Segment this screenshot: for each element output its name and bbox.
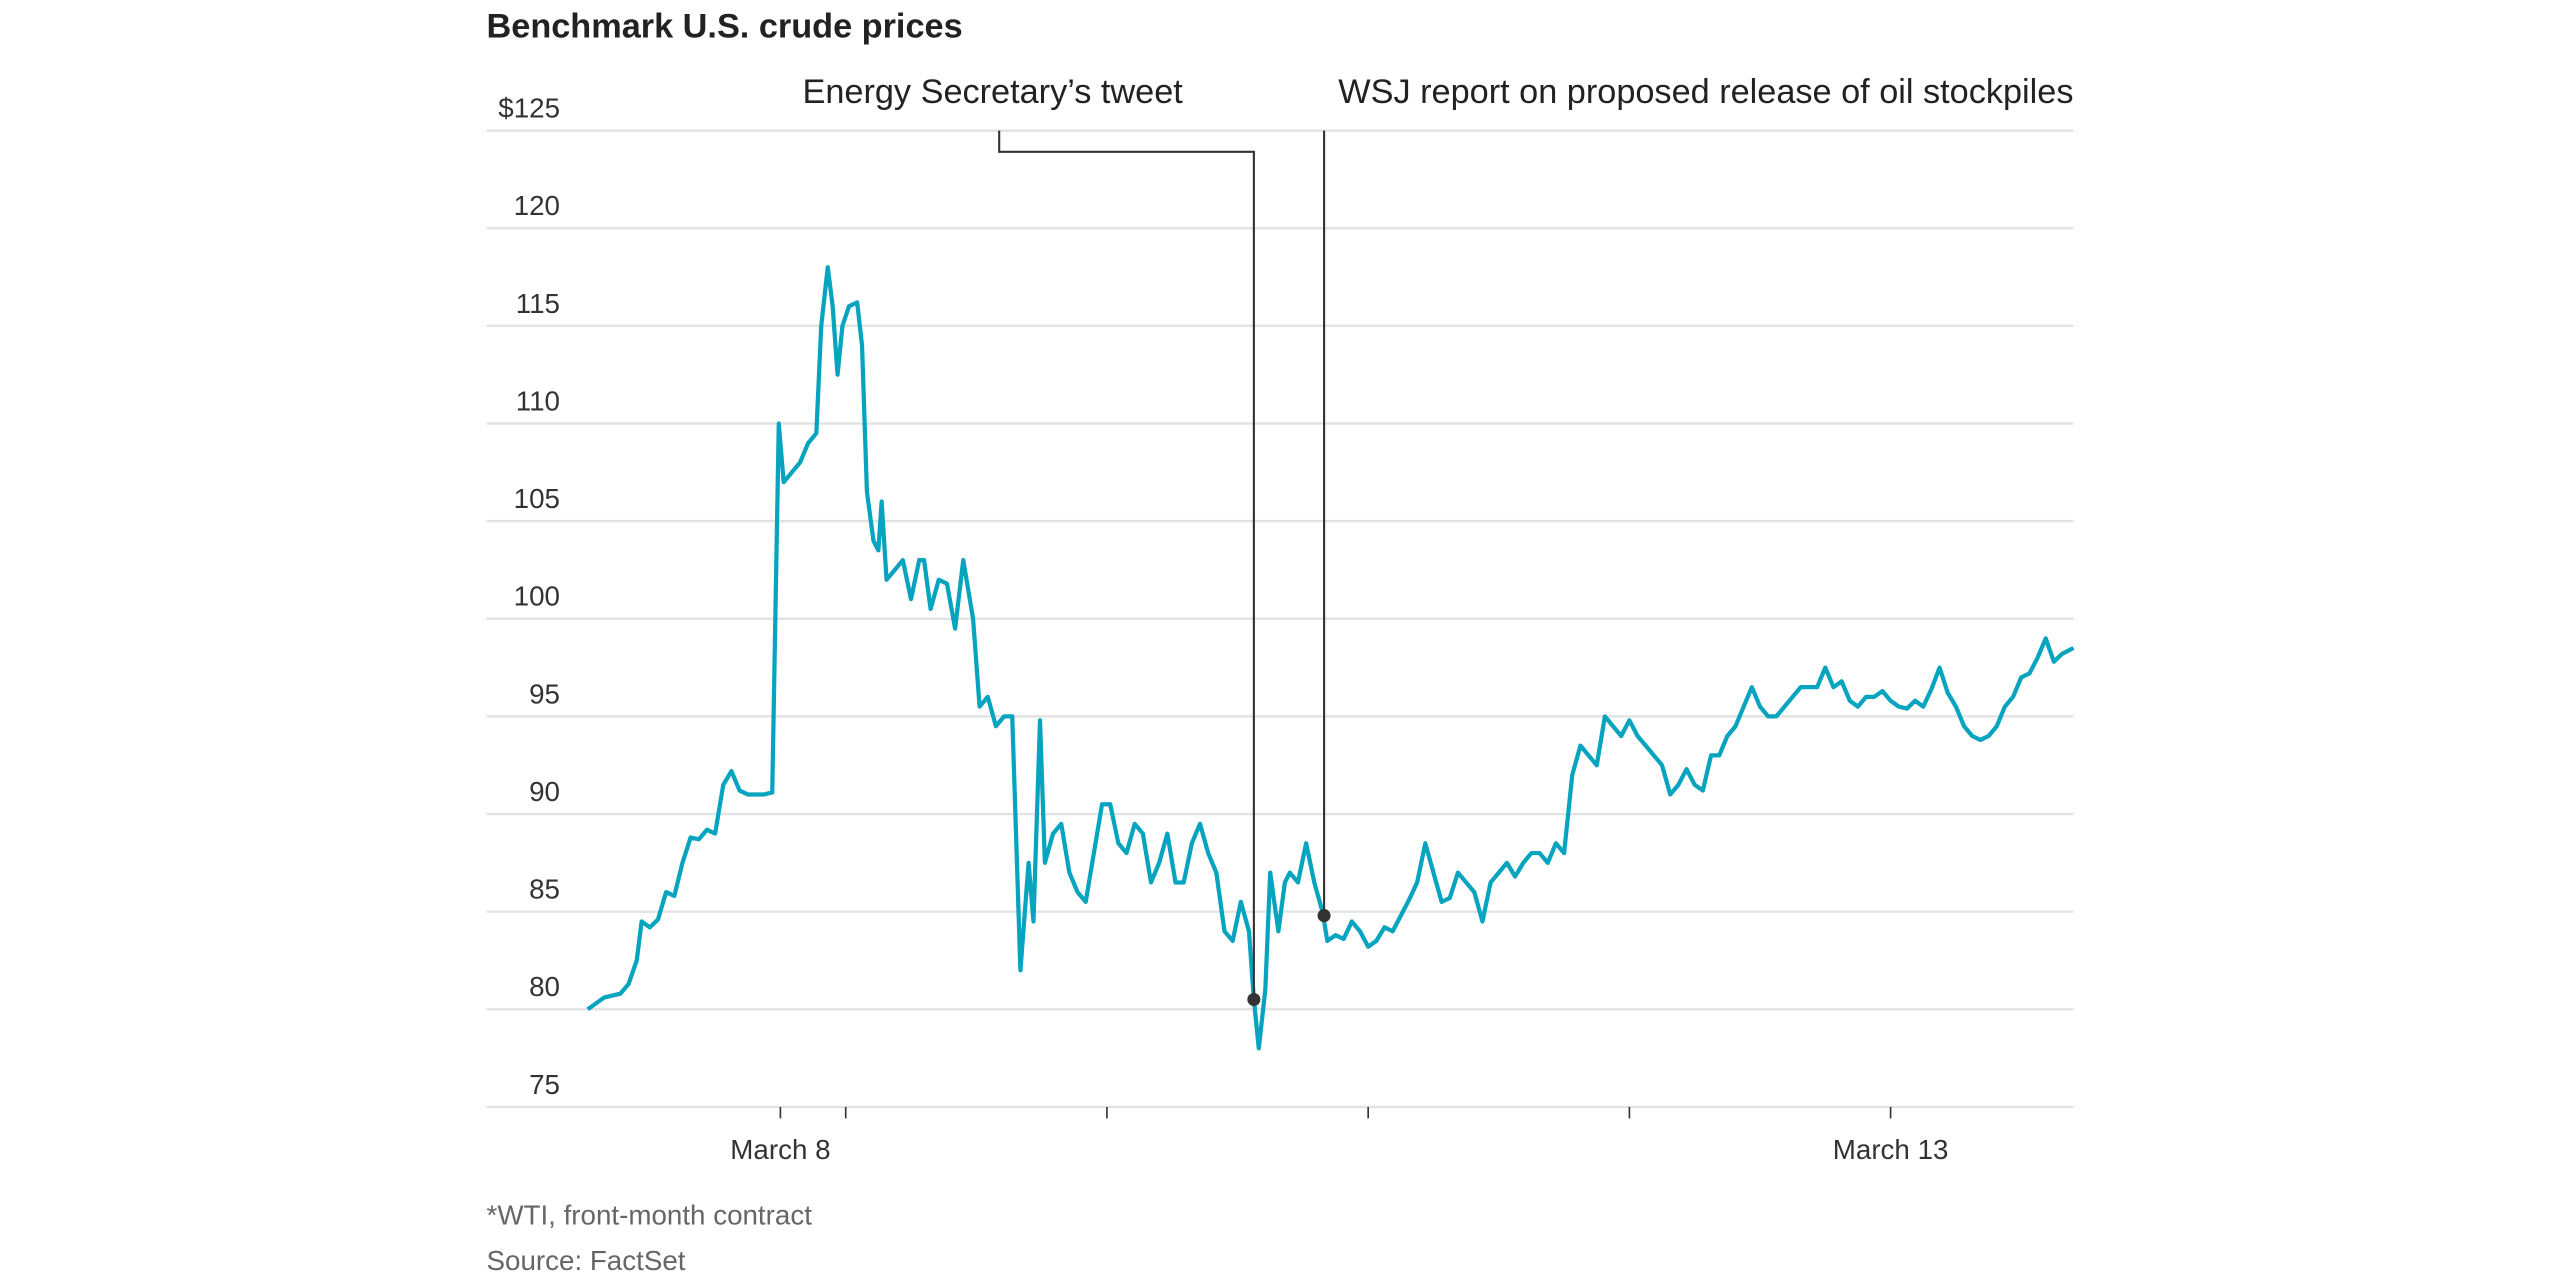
y-tick-label: 75 — [529, 1069, 560, 1100]
y-tick-label: 120 — [514, 190, 560, 221]
source-note: Source: FactSet — [487, 1245, 686, 1276]
annotations: Energy Secretary’s tweet WSJ report on p… — [803, 73, 2073, 1007]
y-tick-label: 115 — [516, 288, 560, 319]
y-tick-label: 95 — [529, 678, 560, 709]
price-line — [586, 265, 2075, 1051]
y-tick-label: 105 — [514, 483, 560, 514]
y-tick-label: $125 — [498, 93, 560, 124]
annotation-label-tweet: Energy Secretary’s tweet — [803, 73, 1184, 111]
price-series — [586, 265, 2075, 1051]
annotation-label-wsj: WSJ report on proposed release of oil st… — [1338, 73, 2073, 111]
y-tick-label: 85 — [529, 874, 560, 905]
y-tick-label: 100 — [514, 581, 560, 612]
annotation-dot-wsj — [1317, 909, 1331, 923]
gridlines — [486, 129, 2074, 1109]
y-axis: 75 80 85 90 95 100 105 110 115 120 $125 — [498, 93, 560, 1100]
x-axis: March 8 March 13 — [730, 1106, 1949, 1165]
x-tick-label: March 13 — [1833, 1134, 1949, 1165]
y-tick-label: 80 — [529, 971, 560, 1002]
y-tick-label: 110 — [516, 385, 560, 416]
annotation-dot-tweet — [1247, 993, 1261, 1007]
y-tick-label: 90 — [529, 776, 560, 807]
chart-title: Benchmark U.S. crude prices — [487, 8, 963, 46]
annotation-leader-tweet — [998, 130, 1255, 1000]
footnote: *WTI, front-month contract — [487, 1199, 813, 1230]
x-tick-label: March 8 — [730, 1134, 830, 1165]
